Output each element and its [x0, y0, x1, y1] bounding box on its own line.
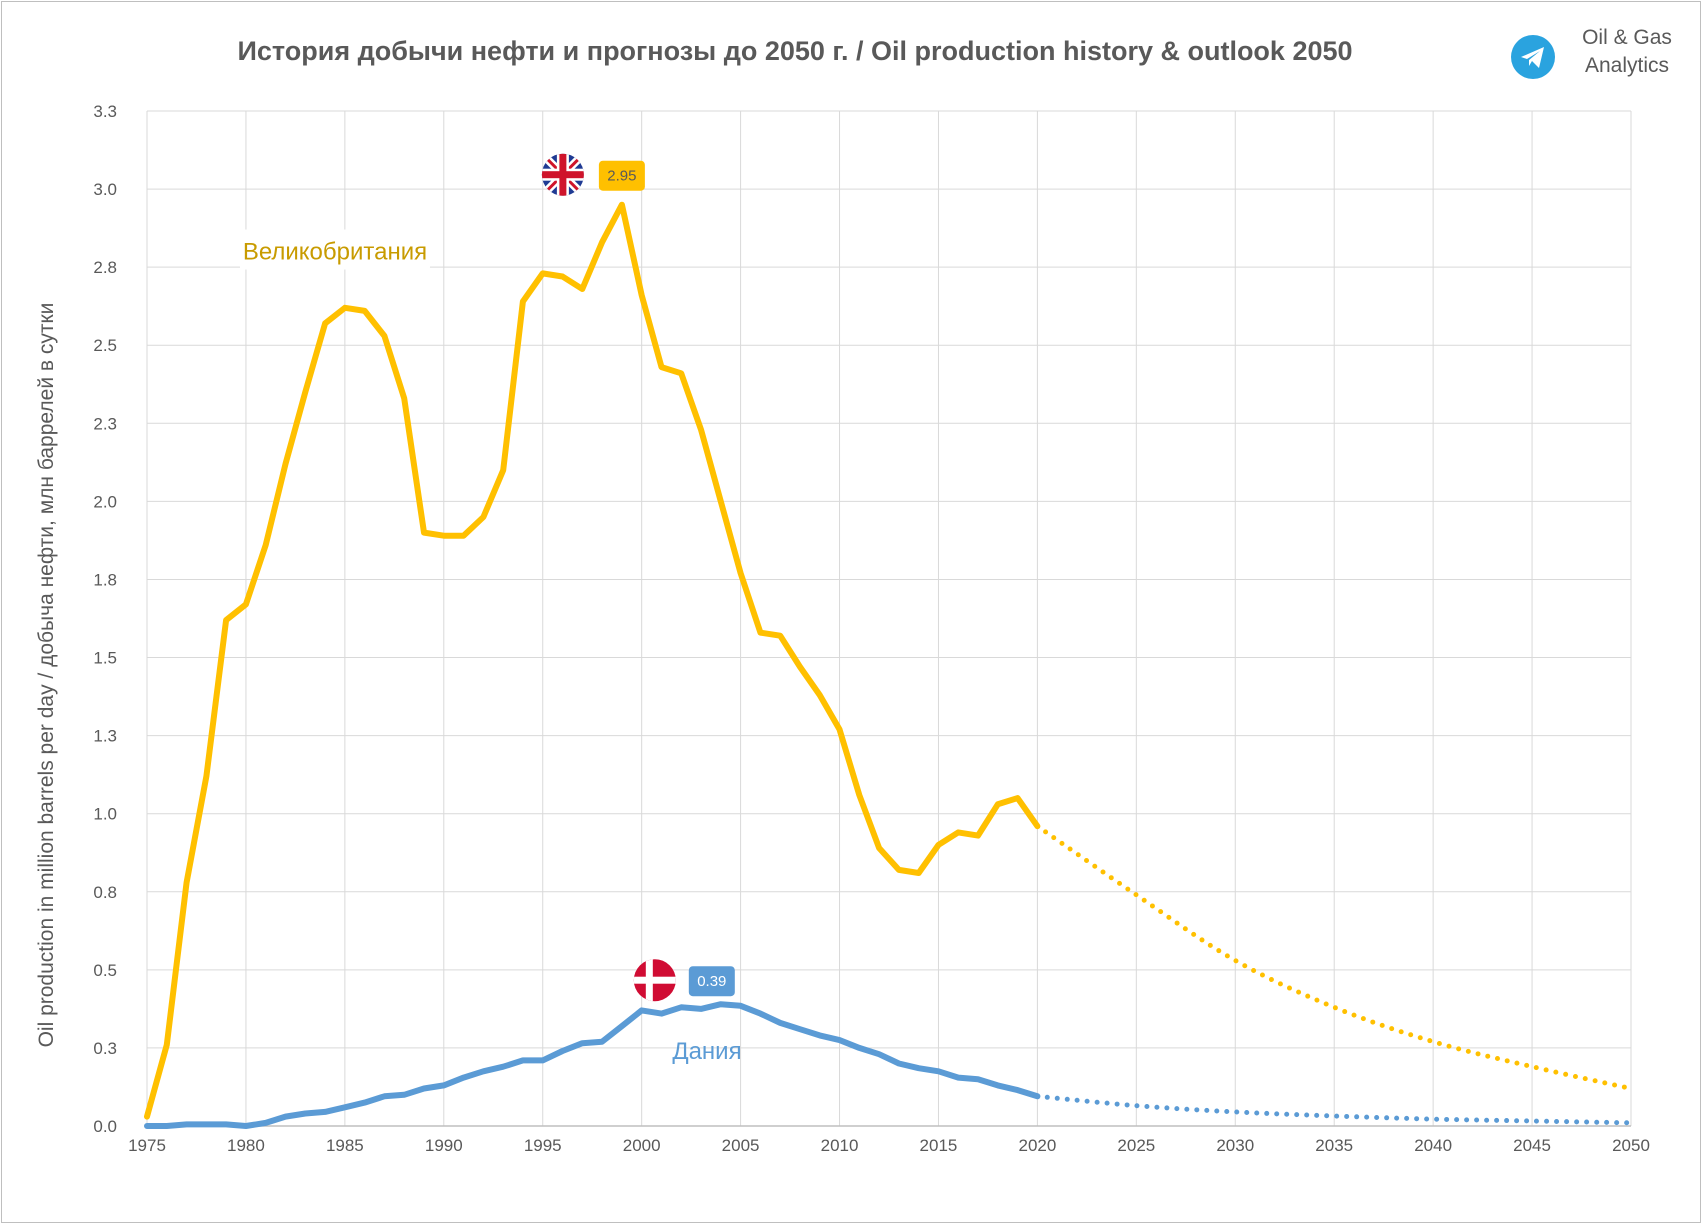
- denmark-history-line: [144, 1001, 1041, 1129]
- uk-flag-icon: [541, 153, 584, 196]
- denmark-peak-badge: [688, 966, 735, 997]
- x-tick-label: 2025: [1117, 1136, 1155, 1155]
- x-tick-label: 1995: [524, 1136, 562, 1155]
- y-tick-label: 3.0: [93, 180, 117, 199]
- y-tick-label: 3.3: [93, 102, 117, 121]
- x-tick-label: 2010: [821, 1136, 859, 1155]
- x-tick-label: 2015: [920, 1136, 958, 1155]
- y-tick-label: 0.0: [93, 1117, 117, 1136]
- uk-peak-value: 2.95: [607, 168, 636, 185]
- x-tick-label: 2005: [722, 1136, 760, 1155]
- x-tick-label: 2050: [1612, 1136, 1650, 1155]
- x-tick-label: 1990: [425, 1136, 463, 1155]
- denmark-forecast-line: [1034, 1093, 1634, 1126]
- y-tick-label: 0.3: [93, 1039, 117, 1058]
- uk-peak-badge: [598, 160, 645, 191]
- x-tick-label: 2030: [1216, 1136, 1254, 1155]
- x-tick-label: 2035: [1315, 1136, 1353, 1155]
- uk-label-backdrop: [239, 229, 430, 270]
- uk-series-label: Великобритания: [243, 239, 427, 266]
- x-tick-label: 1980: [227, 1136, 265, 1155]
- denmark-peak-value: 0.39: [697, 973, 726, 990]
- y-tick-label: 2.5: [93, 336, 117, 355]
- chart-title: История добычи нефти и прогнозы до 2050 …: [237, 36, 1353, 66]
- x-tick-label: 2040: [1414, 1136, 1452, 1155]
- brand-badge[interactable]: Oil & Gas Analytics: [1510, 22, 1700, 82]
- telegram-icon: [1511, 35, 1555, 79]
- y-tick-label: 0.5: [93, 961, 117, 980]
- y-tick-label: 2.3: [93, 414, 117, 433]
- x-tick-label: 1985: [326, 1136, 364, 1155]
- x-tick-label: 2000: [623, 1136, 661, 1155]
- uk-history-line: [144, 201, 1041, 1120]
- brand-line-1: Oil & Gas: [1582, 26, 1672, 49]
- x-tick-label: 2020: [1018, 1136, 1056, 1155]
- y-tick-label: 1.3: [93, 727, 117, 746]
- y-tick-label: 1.0: [93, 805, 117, 824]
- y-tick-label: 1.8: [93, 570, 117, 589]
- brand-line-2: Analytics: [1584, 54, 1670, 77]
- denmark-series-label: Дания: [672, 1038, 741, 1065]
- denmark-flag-icon: [633, 959, 676, 1002]
- uk-forecast-line: [1034, 823, 1634, 1092]
- y-tick-label: 0.8: [93, 883, 117, 902]
- x-tick-label: 2045: [1513, 1136, 1551, 1155]
- brand-name: Oil & Gas Analytics: [1562, 24, 1692, 80]
- y-tick-label: 2.0: [93, 492, 117, 511]
- x-tick-label: 1975: [128, 1136, 166, 1155]
- y-tick-label: 2.8: [93, 258, 117, 277]
- y-tick-label: 1.5: [93, 649, 117, 668]
